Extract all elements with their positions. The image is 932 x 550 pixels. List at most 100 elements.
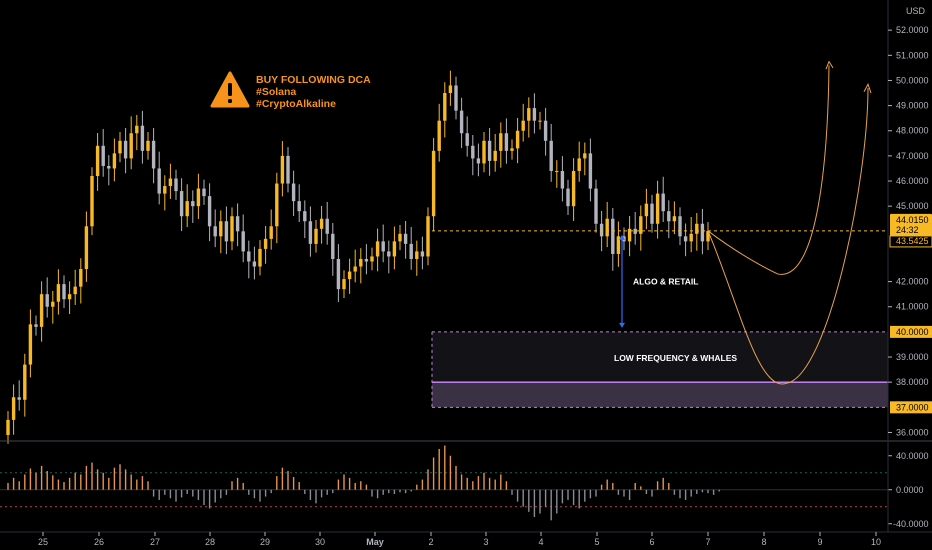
- candle: [353, 249, 357, 283]
- candle: [398, 225, 402, 251]
- candle-body: [644, 203, 649, 217]
- price-tick-label: 51.0000: [896, 50, 929, 60]
- candle-body: [465, 133, 469, 146]
- candle-body: [353, 266, 357, 272]
- candle: [163, 175, 167, 211]
- candle: [482, 132, 486, 173]
- candle: [84, 211, 89, 282]
- candle-body: [79, 269, 83, 287]
- candle-body: [247, 251, 251, 262]
- candle: [375, 228, 380, 272]
- candle: [90, 167, 94, 236]
- candle-body: [370, 256, 374, 262]
- price-tick-label: 50.0000: [896, 75, 929, 85]
- candle: [555, 160, 559, 188]
- candle-body: [163, 186, 167, 194]
- candle: [275, 172, 279, 244]
- candle-body: [297, 201, 301, 212]
- candle: [219, 210, 223, 254]
- candle-body: [515, 130, 520, 149]
- candle: [639, 205, 643, 251]
- candle-body: [359, 258, 363, 267]
- candle: [11, 384, 16, 435]
- candle-body: [566, 188, 570, 207]
- candle: [706, 222, 710, 251]
- candle-body: [633, 228, 637, 234]
- candle: [695, 212, 699, 251]
- candle-body: [493, 150, 497, 161]
- candle-body: [179, 191, 184, 217]
- candle: [146, 132, 150, 160]
- candle: [174, 169, 178, 200]
- price-tick-label: 47.0000: [896, 151, 929, 161]
- candle: [308, 206, 313, 257]
- candle-body: [56, 284, 61, 302]
- candle: [571, 158, 576, 222]
- candle: [297, 184, 301, 223]
- candle: [510, 139, 514, 160]
- candle-body: [196, 188, 201, 207]
- candle-body: [95, 145, 100, 176]
- candle-body: [364, 258, 369, 262]
- time-tick-label: 30: [315, 537, 325, 547]
- candle-body: [286, 155, 290, 184]
- candle: [6, 411, 10, 444]
- candle-body: [84, 226, 89, 270]
- secondary-price-value: 43.5425: [896, 236, 929, 246]
- hashtag-cryptoalkaline: #CryptoAlkaline: [256, 98, 336, 110]
- candle-body: [555, 170, 559, 172]
- candle: [588, 138, 593, 202]
- candle-body: [499, 133, 503, 151]
- warning-icon: [210, 71, 250, 108]
- candle: [611, 207, 615, 271]
- price-tick-label: 42.0000: [896, 277, 929, 287]
- candle: [342, 270, 346, 298]
- candle: [532, 93, 537, 134]
- candle-body: [336, 258, 341, 290]
- candle-body: [73, 286, 77, 295]
- candle: [577, 141, 581, 182]
- candle: [235, 203, 240, 247]
- candle-body: [504, 133, 509, 151]
- candle: [538, 111, 542, 130]
- candle: [241, 214, 245, 263]
- candle: [303, 200, 307, 239]
- candle-body: [594, 188, 598, 224]
- candle-body: [398, 233, 402, 242]
- candle-body: [269, 226, 273, 239]
- time-tick-label: 7: [705, 537, 710, 547]
- candle-body: [28, 324, 33, 365]
- candle: [543, 107, 548, 156]
- candle: [196, 173, 201, 219]
- candle: [420, 236, 425, 270]
- price-tick-label: 36.0000: [896, 427, 929, 437]
- zone-bottom-badge-value: 37.0000: [896, 402, 929, 412]
- candle: [583, 142, 587, 176]
- candle-body: [241, 231, 245, 252]
- time-tick-label: 27: [150, 537, 160, 547]
- candle-body: [230, 216, 234, 242]
- candle-body: [62, 284, 66, 300]
- candle: [370, 247, 374, 271]
- candle-body: [202, 188, 206, 197]
- candle-body: [224, 221, 229, 242]
- candle-body: [521, 120, 525, 131]
- range-arrow-head-up: [619, 234, 625, 240]
- candle: [67, 281, 72, 315]
- candle-body: [381, 241, 385, 252]
- oscillator-panel: 40.0000 0.0000 -40.0000: [0, 445, 929, 529]
- candle-body: [314, 228, 318, 244]
- candle-body: [599, 223, 604, 237]
- candle: [73, 269, 77, 305]
- candle: [387, 240, 391, 274]
- candle-body: [23, 364, 27, 400]
- candle-body: [639, 216, 643, 234]
- candle-body: [140, 125, 145, 151]
- candle-body: [549, 140, 553, 171]
- candle: [487, 127, 492, 176]
- candle-body: [476, 158, 481, 164]
- zone-bottom-badge: [890, 401, 932, 414]
- candle: [683, 223, 688, 257]
- time-tick-label: 29: [260, 537, 270, 547]
